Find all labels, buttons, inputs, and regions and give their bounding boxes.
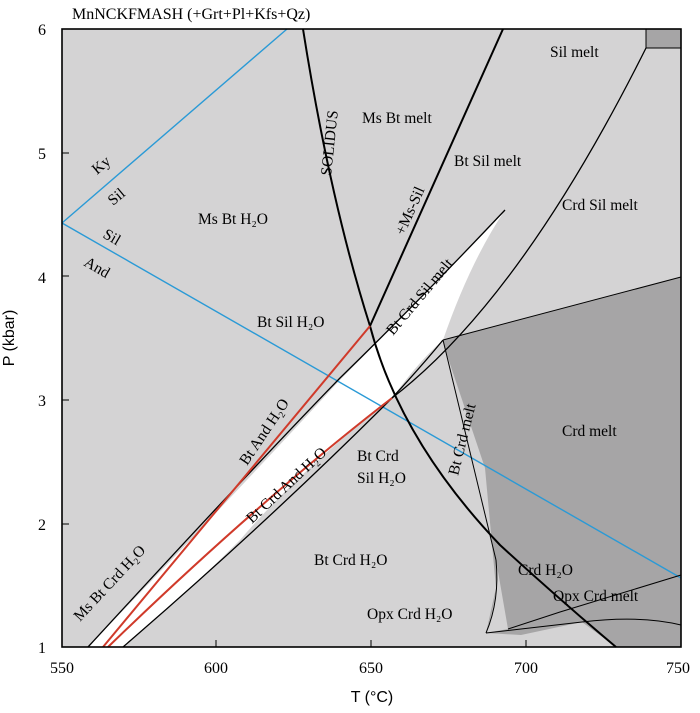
y-tick-label: 4 [38,270,46,287]
y-tick-label: 3 [38,393,46,410]
label-bt-crd-h2o: Bt Crd H₂O [314,552,387,569]
label-opx-crd-h2o: Opx Crd H₂O [367,606,453,623]
x-tick-label: 700 [514,660,538,677]
x-tick-labels: 550 600 650 700 750 [50,660,690,677]
x-tick-label: 550 [50,660,74,677]
ms-bt-crd-line [87,209,506,648]
crd-h2o-line [485,559,498,634]
label-sil-melt: Sil melt [550,44,599,61]
reaction-lines [61,28,682,648]
y-tick-label: 1 [38,640,46,657]
label-opx-crd-melt: Opx Crd melt [553,588,639,605]
label-crd-h2o: Crd H₂O [518,562,573,579]
label-sil-lower: Sil [100,226,123,249]
crd-melt-top-line [442,276,682,341]
opx-bottom-line [485,621,583,634]
axis-ticks [62,152,527,647]
sil-melt-line [391,47,647,399]
label-ms-bt-melt: Ms Bt melt [362,110,432,127]
x-tick-label: 750 [666,660,690,677]
label-bt-sil-h2o: Bt Sil H₂O [257,314,324,331]
field-crd-melt [443,277,681,629]
label-bt-crd: Bt Crd [357,448,399,465]
solidus-line [302,28,371,327]
ms-sil-line [369,28,504,327]
ky-sil-line [61,28,288,224]
label-crd-melt: Crd melt [562,423,617,440]
label-bt-sil-melt: Bt Sil melt [454,153,522,170]
chart-title: MnNCKFMASH (+Grt+Pl+Kfs+Qz) [72,6,310,23]
label-sil-h2o: Sil H₂O [357,470,406,487]
x-tick-label: 650 [359,660,383,677]
y-axis-label: P (kbar) [1,310,18,367]
y-tick-labels: 1 2 3 4 5 6 [38,22,46,657]
and-red-line-1 [102,325,371,648]
y-tick-label: 5 [38,146,46,163]
opx-bottom-arc [581,618,682,626]
crd-melt-left-line [442,339,497,561]
label-crd-sil-melt: Crd Sil melt [562,197,638,214]
label-ms-bt-h2o: Ms Bt H₂O [198,211,268,228]
plot-fields [62,29,681,647]
x-tick-label: 600 [204,660,228,677]
field-opx-crd-melt [486,575,681,647]
opx-crd-line [507,574,682,630]
field-top-right-corner [646,29,681,48]
sil-and-line [61,222,682,579]
x-axis-label: T (°C) [351,689,394,706]
bt-crd-melt-line [369,325,617,648]
and-red-line-2 [107,397,393,648]
field-crd-h2o [486,560,508,633]
y-tick-label: 2 [38,517,46,534]
y-tick-label: 6 [38,22,46,39]
bt-crd-lower-line [122,339,444,648]
field-white-lens [88,210,505,647]
label-solidus: SOLIDUS [318,110,342,177]
